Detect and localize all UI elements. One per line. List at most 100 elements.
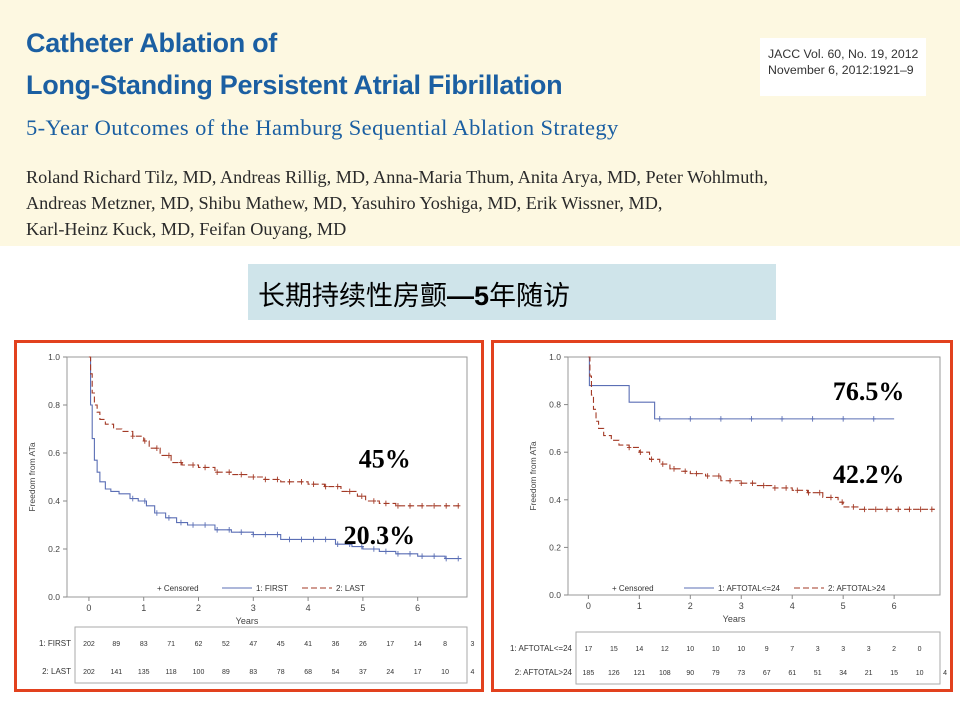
censor-mark <box>395 503 401 509</box>
censor-mark <box>178 519 184 526</box>
percent-annotation: 76.5% <box>833 377 905 406</box>
series-line-1 <box>588 356 895 420</box>
x-axis-label: Years <box>236 616 259 626</box>
censor-mark <box>638 449 643 455</box>
y-tick-label: 0.4 <box>48 496 60 506</box>
risk-table-cell: 100 <box>193 669 205 676</box>
risk-table-cell: 121 <box>633 670 645 677</box>
risk-table-cell: 89 <box>222 669 230 676</box>
series-line-2 <box>588 356 935 510</box>
article-header: Catheter Ablation of Long-Standing Persi… <box>0 0 960 246</box>
censor-mark <box>810 416 815 422</box>
censor-mark <box>154 510 160 516</box>
censor-mark <box>275 531 280 538</box>
risk-table-cell: 54 <box>332 669 340 676</box>
censor-mark <box>443 555 449 562</box>
x-tick-label: 1 <box>637 601 642 611</box>
censor-mark <box>395 551 401 557</box>
author-line: Karl-Heinz Kuck, MD, Feifan Ouyang, MD <box>26 219 347 239</box>
risk-table-row-label: 1: FIRST <box>39 639 71 648</box>
censor-mark <box>251 474 256 480</box>
km-chart-panel-first-last: 0.0 0.2 0.4 0.6 0.8 1.0 0 1 2 3 4 5 6 Freedom from AT… <box>14 340 484 692</box>
x-tick-label: 0 <box>586 601 591 611</box>
risk-table-cell: 15 <box>890 670 898 677</box>
risk-table-frame <box>575 631 941 685</box>
risk-table-cell: 3 <box>841 646 845 653</box>
censor-mark <box>862 506 867 513</box>
x-tick-label: 3 <box>739 601 744 611</box>
censor-mark <box>214 527 220 533</box>
risk-table-cell: 3 <box>471 641 475 648</box>
risk-table-cell: 37 <box>359 669 367 676</box>
legend-label-1: 1: FIRST <box>256 584 288 593</box>
censor-mark <box>383 548 389 555</box>
author-line: Andreas Metzner, MD, Shibu Mathew, MD, Y… <box>26 193 663 213</box>
censor-mark <box>419 503 425 509</box>
risk-table-cell: 7 <box>790 646 794 653</box>
plot-frame <box>567 356 941 596</box>
y-tick-label: 0.0 <box>549 590 561 600</box>
censor-mark <box>202 522 208 528</box>
risk-table-cell: 26 <box>359 641 367 648</box>
risk-table-cell: 10 <box>712 646 720 653</box>
censor-mark <box>263 476 268 483</box>
censor-mark <box>359 543 364 550</box>
y-tick-label: 0.8 <box>549 400 561 410</box>
risk-table-cell: 141 <box>110 669 122 676</box>
y-tick-label: 0.6 <box>549 447 561 457</box>
censor-mark <box>299 479 304 485</box>
risk-table-cell: 17 <box>414 669 422 676</box>
km-chart-panel-aftotal: 0.0 0.2 0.4 0.6 0.8 1.0 0 1 2 3 4 5 6 Freedom from AT… <box>491 340 953 692</box>
risk-table-cell: 8 <box>443 641 447 648</box>
risk-table-cell: 3 <box>816 646 820 653</box>
censor-mark <box>671 466 677 472</box>
author-list: Roland Richard Tilz, MD, Andreas Rillig,… <box>26 164 951 242</box>
censor-mark <box>456 555 461 562</box>
censor-mark <box>166 515 172 521</box>
x-axis-label: Years <box>723 614 746 624</box>
citation-line: November 6, 2012:1921–9 <box>768 63 914 77</box>
risk-table-row-label: 2: AFTOTAL>24 <box>515 668 573 677</box>
censor-mark <box>749 416 754 422</box>
risk-table-cell: 14 <box>635 646 643 653</box>
censor-mark <box>347 488 352 495</box>
censor-mark <box>190 462 196 468</box>
x-tick-label: 2 <box>196 603 201 613</box>
article-subtitle: 5-Year Outcomes of the Hamburg Sequentia… <box>26 115 619 140</box>
y-tick-label: 0.4 <box>549 495 561 505</box>
series-line-2 <box>88 356 462 507</box>
censor-mark <box>660 461 665 467</box>
series-line-1 <box>88 356 462 560</box>
censor-mark <box>840 416 846 422</box>
risk-table-frame <box>74 626 468 684</box>
legend-label-2: 2: LAST <box>336 584 365 593</box>
legend-censored: + Censored <box>612 584 654 593</box>
risk-table-cell: 10 <box>916 670 924 677</box>
censor-mark <box>311 481 316 487</box>
risk-table-cell: 61 <box>788 670 796 677</box>
censor-mark <box>817 489 822 496</box>
censor-mark <box>431 503 437 509</box>
censor-mark <box>226 469 232 475</box>
censor-mark <box>727 477 733 484</box>
y-tick-label: 0.2 <box>549 542 561 552</box>
censor-mark <box>739 480 744 486</box>
censor-mark <box>896 506 901 513</box>
risk-table-cell: 47 <box>249 641 257 648</box>
censor-mark <box>873 506 878 513</box>
censor-mark <box>299 536 304 543</box>
article-title-line-2: Long-Standing Persistent Atrial Fibrilla… <box>26 70 563 100</box>
y-tick-label: 0.6 <box>48 448 60 458</box>
risk-table-cell: 9 <box>765 646 769 653</box>
censor-mark <box>626 444 632 451</box>
risk-table-cell: 52 <box>222 641 230 648</box>
censor-mark <box>311 536 316 543</box>
censor-mark <box>649 456 654 463</box>
censor-mark <box>323 483 328 490</box>
censor-mark <box>828 494 834 501</box>
y-tick-label: 0.0 <box>48 592 60 602</box>
x-tick-label: 1 <box>141 603 146 613</box>
risk-table-cell: 51 <box>814 670 822 677</box>
